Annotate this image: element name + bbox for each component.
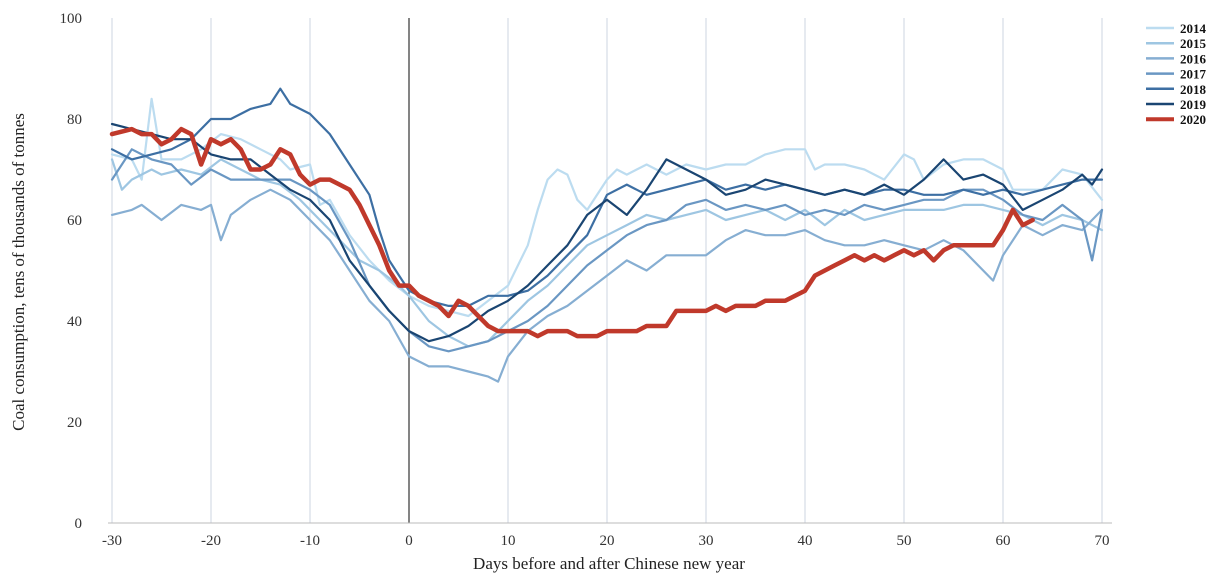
x-tick-label: 30 — [699, 533, 714, 549]
x-tick-label: 70 — [1095, 533, 1110, 549]
y-tick-label: 40 — [67, 314, 82, 330]
y-axis: 0 20 40 60 80 100 — [60, 11, 83, 532]
y-tick-label: 20 — [67, 415, 82, 431]
series-line-2016 — [110, 188, 1104, 383]
x-tick-label: 10 — [501, 533, 516, 549]
y-tick-label: 60 — [67, 213, 82, 229]
x-tick-label: 50 — [897, 533, 912, 549]
legend-label-2014: 2014 — [1180, 21, 1207, 36]
series-lines — [109, 87, 1104, 383]
series-line-2018 — [110, 87, 1104, 307]
series-line-2017 — [110, 148, 1104, 353]
legend-label-2018: 2018 — [1180, 82, 1207, 97]
x-tick-label: -20 — [201, 533, 221, 549]
legend-label-2019: 2019 — [1180, 97, 1207, 112]
vertical-grid — [111, 18, 1103, 523]
series-line-2015 — [110, 158, 1104, 348]
series-line-2019 — [110, 122, 1104, 343]
x-tick-label: -10 — [300, 533, 320, 549]
x-tick-label: -30 — [102, 533, 122, 549]
x-tick-label: 0 — [405, 533, 413, 549]
x-tick-label: 60 — [996, 533, 1011, 549]
x-axis: -30 -20 -10 0 10 20 30 40 50 60 70 — [102, 522, 1112, 549]
legend-label-2016: 2016 — [1180, 51, 1207, 66]
y-tick-label: 80 — [67, 112, 82, 128]
y-axis-title: Coal consumption, tens of thousands of t… — [9, 113, 28, 431]
legend-label-2015: 2015 — [1180, 36, 1207, 51]
y-tick-label: 100 — [60, 11, 83, 27]
x-axis-title: Days before and after Chinese new year — [473, 554, 745, 573]
x-tick-label: 40 — [798, 533, 813, 549]
legend-label-2020: 2020 — [1180, 112, 1206, 127]
x-tick-label: 20 — [600, 533, 615, 549]
legend-label-2017: 2017 — [1180, 67, 1207, 82]
series-line-2020 — [109, 126, 1035, 339]
y-tick-label: 0 — [75, 516, 83, 532]
